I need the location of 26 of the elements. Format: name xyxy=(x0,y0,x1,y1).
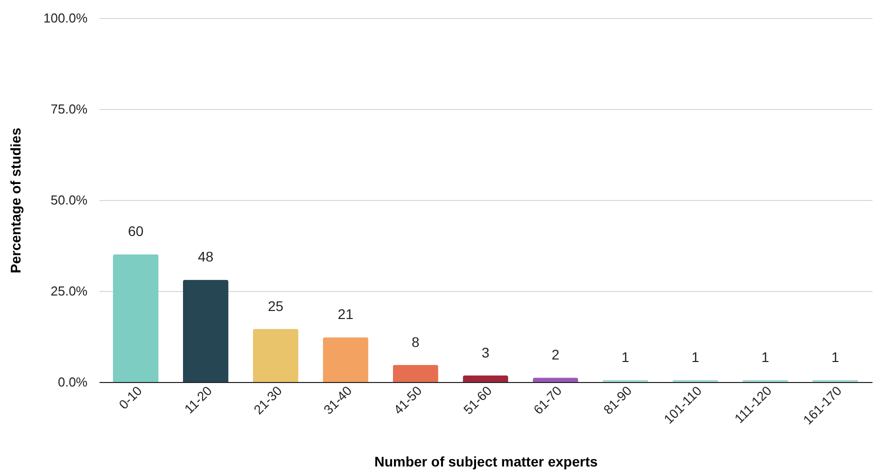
annotation: 8 xyxy=(412,334,420,350)
y-tick-label: 75.0% xyxy=(50,102,88,116)
annotation: 1 xyxy=(691,348,700,365)
annotation: 21 xyxy=(338,306,354,322)
y-tick-label: 0.0% xyxy=(58,374,88,390)
annotation: 1 xyxy=(831,348,840,365)
bar xyxy=(252,328,298,382)
annotation: 25 xyxy=(268,298,284,314)
bar xyxy=(462,375,508,382)
bar xyxy=(392,364,438,382)
annotation: 3 xyxy=(482,344,490,360)
y-axis-title: Percentage of studies xyxy=(7,128,24,274)
x-tick-label: 0-10 xyxy=(116,383,145,412)
bar xyxy=(182,280,228,382)
annotation: 1 xyxy=(761,348,770,365)
bar xyxy=(112,254,158,382)
annotation: 48 xyxy=(198,248,214,265)
annotation: 2 xyxy=(552,346,560,363)
y-tick-label: 25.0% xyxy=(50,284,88,298)
annotation: 60 xyxy=(128,223,144,240)
bar xyxy=(322,337,368,382)
y-tick-label: 50.0% xyxy=(50,192,88,208)
y-tick-label: 100.0% xyxy=(43,10,88,26)
bar xyxy=(532,378,578,382)
x-axis-title: Number of subject matter experts xyxy=(374,453,598,470)
annotation: 1 xyxy=(622,348,630,365)
